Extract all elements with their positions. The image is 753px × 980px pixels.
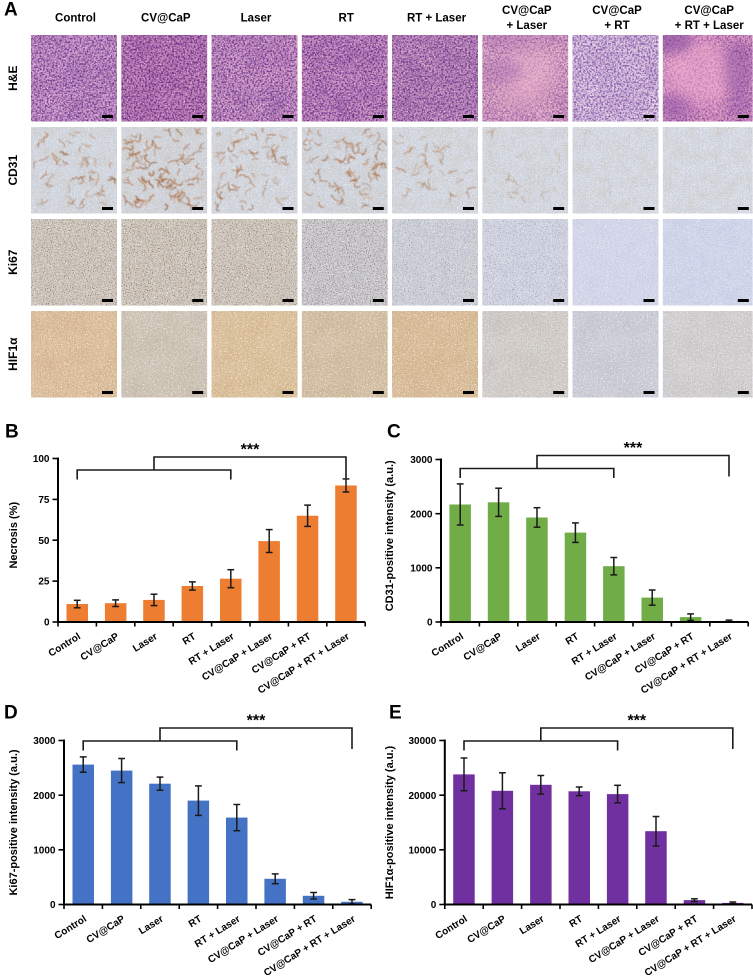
svg-text:25: 25 bbox=[38, 577, 50, 588]
svg-text:0: 0 bbox=[44, 618, 50, 629]
svg-text:***: *** bbox=[624, 440, 643, 457]
svg-text:CD31: CD31 bbox=[6, 155, 20, 186]
svg-text:2000: 2000 bbox=[410, 509, 433, 520]
svg-text:3000: 3000 bbox=[33, 736, 56, 747]
svg-text:1000: 1000 bbox=[33, 845, 56, 856]
svg-text:100: 100 bbox=[33, 454, 50, 465]
svg-text:CV@CaP: CV@CaP bbox=[592, 5, 642, 17]
svg-text:0: 0 bbox=[431, 900, 437, 911]
svg-text:0: 0 bbox=[50, 900, 56, 911]
svg-text:HIF1α: HIF1α bbox=[6, 337, 20, 371]
svg-text:E: E bbox=[389, 703, 402, 724]
svg-text:2000: 2000 bbox=[33, 791, 56, 802]
svg-text:A: A bbox=[4, 0, 18, 21]
svg-text:***: *** bbox=[627, 713, 646, 730]
svg-text:***: *** bbox=[241, 442, 260, 459]
svg-text:Ki67-positive intensity (a.u.): Ki67-positive intensity (a.u.) bbox=[8, 749, 20, 895]
svg-text:RT + Laser: RT + Laser bbox=[407, 13, 467, 25]
svg-text:Necrosis (%): Necrosis (%) bbox=[8, 502, 20, 569]
svg-text:Ki67: Ki67 bbox=[6, 249, 20, 275]
svg-text:RT: RT bbox=[339, 13, 354, 25]
svg-text:CD31-positive intensity (a.u.): CD31-positive intensity (a.u.) bbox=[384, 460, 396, 611]
svg-text:CV@CaP: CV@CaP bbox=[502, 5, 552, 17]
svg-text:+ Laser: + Laser bbox=[506, 20, 547, 32]
svg-text:1000: 1000 bbox=[410, 563, 433, 574]
svg-text:B: B bbox=[5, 422, 19, 443]
svg-text:75: 75 bbox=[38, 495, 50, 506]
svg-text:D: D bbox=[4, 703, 18, 724]
svg-text:C: C bbox=[387, 422, 401, 443]
svg-text:0: 0 bbox=[427, 618, 433, 629]
svg-text:50: 50 bbox=[38, 536, 50, 547]
svg-text:HIF1α-positive intensity (a.u.: HIF1α-positive intensity (a.u.) bbox=[384, 745, 396, 899]
svg-text:+ RT + Laser: + RT + Laser bbox=[675, 20, 745, 32]
svg-text:***: *** bbox=[247, 713, 266, 730]
svg-text:+ RT: + RT bbox=[604, 20, 629, 32]
svg-text:Control: Control bbox=[55, 13, 96, 25]
svg-text:10000: 10000 bbox=[408, 845, 436, 856]
svg-text:CV@CaP: CV@CaP bbox=[141, 13, 191, 25]
svg-text:CV@CaP: CV@CaP bbox=[684, 5, 734, 17]
svg-text:H&E: H&E bbox=[6, 66, 20, 91]
svg-text:20000: 20000 bbox=[408, 791, 436, 802]
svg-text:3000: 3000 bbox=[410, 455, 433, 466]
svg-text:Laser: Laser bbox=[241, 13, 272, 25]
svg-text:30000: 30000 bbox=[408, 736, 436, 747]
